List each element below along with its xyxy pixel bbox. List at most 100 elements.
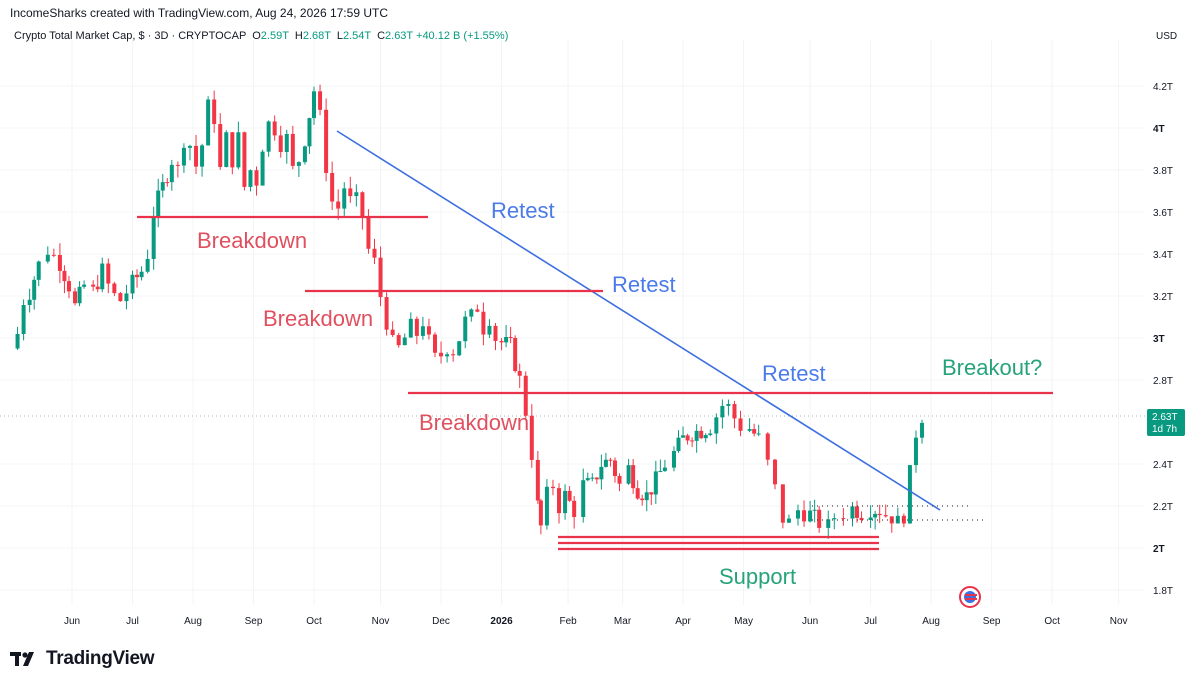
candle-body	[224, 132, 229, 167]
price-axis[interactable]: 4.2T 4T 3.8T 3.6T 3.4T 3.2T 3T 2.8T 2.4T 2.2T 2T 1.…	[1153, 82, 1173, 597]
candle-body	[812, 509, 817, 511]
candle-body	[336, 201, 341, 209]
candle-body	[181, 147, 186, 166]
candle-body	[242, 132, 247, 187]
candle-body	[248, 170, 253, 187]
candle-body	[508, 336, 513, 338]
candle-body	[631, 465, 636, 489]
breakdown-label-3[interactable]: Breakdown	[419, 410, 529, 435]
candle-body	[699, 430, 704, 439]
chart-credit: IncomeSharks created with TradingView.co…	[10, 6, 388, 20]
text-annotations: Retest Retest Retest Breakdown Breakdown…	[197, 198, 1042, 589]
candle-body	[82, 284, 87, 287]
candle-body	[169, 164, 174, 183]
candle-body	[859, 517, 864, 521]
candle-body	[563, 490, 568, 514]
x-tick-label: Mar	[614, 616, 632, 627]
candle-body	[360, 192, 365, 218]
candle-body	[808, 510, 813, 522]
flag-icon[interactable]	[959, 586, 981, 608]
candle-body	[913, 437, 918, 466]
candle-body	[402, 337, 407, 346]
candles	[15, 84, 925, 539]
candle-body	[312, 91, 316, 119]
breakdown-label-2[interactable]: Breakdown	[263, 306, 373, 331]
candle-body	[187, 145, 192, 148]
tradingview-logo[interactable]: TradingView	[10, 648, 155, 670]
retest-label-2[interactable]: Retest	[612, 272, 676, 297]
candle-body	[324, 109, 329, 173]
candle-body	[212, 99, 217, 125]
y-tick-label: 1.8T	[1153, 586, 1173, 597]
y-tick-label: 2.4T	[1153, 460, 1173, 471]
y-tick-label: 4T	[1153, 124, 1165, 135]
candle-body	[499, 340, 504, 343]
candle-body	[850, 506, 855, 519]
candle-body	[156, 190, 161, 217]
candle-body	[599, 466, 604, 480]
candle-body	[889, 516, 894, 524]
candle-body	[738, 418, 743, 431]
candle-body	[513, 337, 518, 372]
candle-body	[644, 492, 649, 501]
x-tick-label: May	[734, 616, 753, 627]
x-tick-label: Feb	[559, 616, 577, 627]
ohlc-open: O2.59T	[252, 30, 289, 42]
x-tick-label: Apr	[675, 616, 691, 627]
candle-body	[130, 274, 135, 294]
candle-body	[681, 435, 686, 438]
candle-body	[550, 486, 555, 489]
support-label[interactable]: Support	[719, 564, 796, 589]
price-badge-countdown: 1d 7h	[1152, 424, 1177, 435]
candle-body	[773, 459, 778, 485]
breakdown-label-1[interactable]: Breakdown	[197, 228, 307, 253]
candle-body	[567, 490, 572, 501]
x-tick-label: Aug	[922, 616, 940, 627]
candle-body	[272, 121, 277, 136]
x-tick-label: Oct	[306, 616, 322, 627]
candle-body	[457, 341, 462, 356]
candle-body	[378, 257, 383, 298]
candle-body	[590, 477, 595, 479]
candle-body	[612, 460, 617, 477]
y-tick-label: 2T	[1153, 544, 1165, 555]
downtrend-line[interactable]	[336, 130, 941, 511]
breakout-label[interactable]: Breakout?	[942, 355, 1042, 380]
candle-body	[694, 430, 699, 441]
candle-body	[557, 488, 562, 514]
candle-body	[439, 352, 444, 357]
x-tick-label: 2026	[490, 616, 513, 627]
currency-label: USD	[1156, 31, 1178, 42]
candle-body	[206, 99, 211, 146]
candle-body	[529, 415, 534, 460]
price-badge: 2.63T 1d 7h	[1147, 409, 1185, 436]
price-badge-bg	[1147, 409, 1185, 436]
candle-body	[877, 513, 882, 516]
candle-body	[318, 91, 323, 110]
x-tick-label: Nov	[1110, 616, 1128, 627]
y-tick-label: 4.2T	[1153, 82, 1173, 93]
candle-body	[348, 188, 353, 197]
candle-body	[854, 506, 859, 518]
candle-body	[714, 417, 719, 434]
y-tick-label: 2.8T	[1153, 376, 1173, 387]
candle-body	[445, 354, 450, 357]
candle-body	[284, 133, 289, 152]
candle-body	[685, 435, 690, 441]
y-tick-label: 3T	[1153, 334, 1165, 345]
time-axis[interactable]: Jun Jul Aug Sep Oct Nov Dec 2026 Feb Mar Apr May Jun…	[64, 616, 1128, 627]
x-tick-label: Dec	[432, 616, 450, 627]
candle-body	[901, 515, 906, 524]
candle-body	[408, 318, 413, 338]
candle-body	[653, 471, 658, 495]
candle-body	[307, 118, 312, 147]
candle-body	[36, 261, 41, 280]
retest-label-1[interactable]: Retest	[491, 198, 555, 223]
candle-body	[662, 467, 667, 472]
candle-body	[726, 404, 731, 406]
candle-body	[390, 329, 395, 336]
retest-label-3[interactable]: Retest	[762, 361, 826, 386]
candle-body	[165, 182, 170, 184]
candle-body	[236, 132, 241, 168]
